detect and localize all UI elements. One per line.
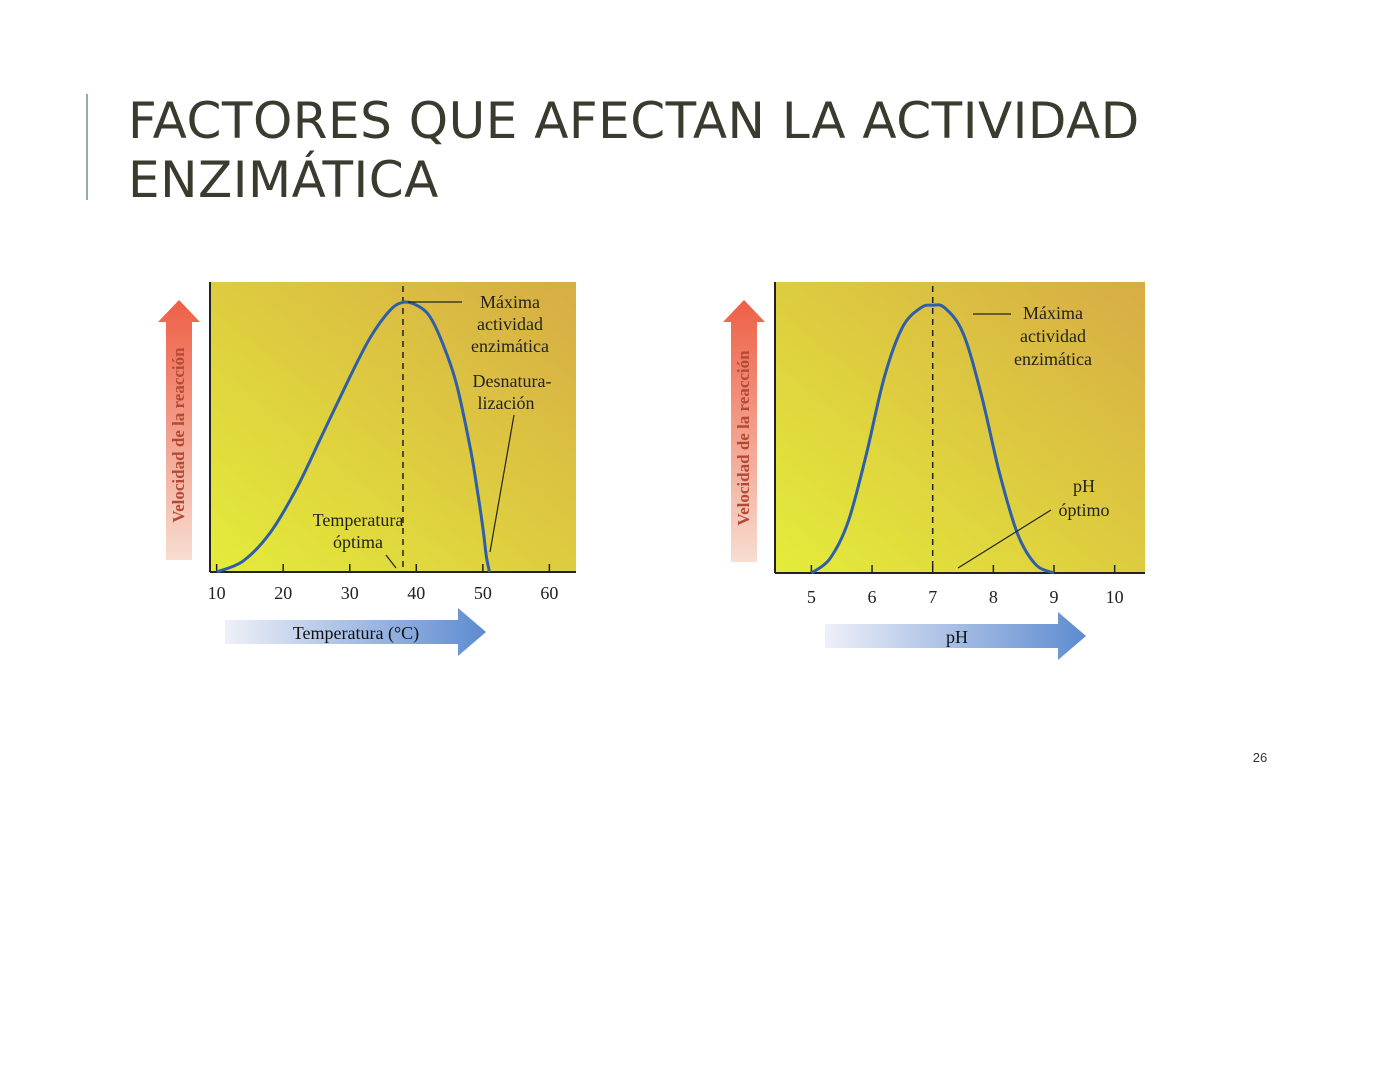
optimum-leader: [385, 554, 397, 569]
denaturation-leader: [489, 414, 515, 553]
x-tick-label-50: 50: [474, 583, 492, 603]
x-tick-label-9: 9: [1050, 587, 1059, 607]
y-axis-label: Velocidad de la reacción: [169, 347, 188, 523]
x-axis-arrow-icon: [825, 612, 1086, 660]
denaturation-label-1: Desnatura-: [473, 371, 552, 391]
x-tick-label-40: 40: [407, 583, 425, 603]
max-activity-label-1: Máxima: [480, 292, 540, 312]
temperature-chart: 10 20 30 40 50 60 Velocidad de la reacción Te…: [150, 270, 630, 670]
slide-title-line-2: ENZIMÁTICA: [128, 151, 439, 209]
x-tick-label-10: 10: [208, 583, 226, 603]
y-axis-arrow-icon: [723, 300, 765, 562]
optimum-leader: [957, 509, 1052, 569]
optimum-label-1: Temperatura: [313, 510, 404, 530]
x-tick-labels: 5 6 7 8 9 10: [807, 587, 1124, 607]
y-axis-label: Velocidad de la reacción: [734, 350, 753, 526]
temperature-chart-svg: 10 20 30 40 50 60 Velocidad de la reacción Te…: [158, 282, 576, 656]
y-axis-arrow-icon: [158, 300, 200, 560]
denaturation-label-2: lización: [478, 393, 535, 413]
x-tick-label-20: 20: [274, 583, 292, 603]
ph-activity-curve: [810, 303, 1055, 575]
max-activity-label-2: actividad: [1020, 326, 1086, 346]
x-axis-label: pH: [946, 627, 968, 647]
x-tick-label-60: 60: [540, 583, 558, 603]
x-tick-label-6: 6: [868, 587, 877, 607]
x-tick-label-5: 5: [807, 587, 816, 607]
slide-title-line-1: FACTORES QUE AFECTAN LA ACTIVIDAD: [128, 92, 1140, 150]
ph-chart-svg: 5 6 7 8 9 10 Velocidad de la reacción pH Máxi…: [723, 282, 1145, 660]
max-activity-label-2: actividad: [477, 314, 543, 334]
x-axis-arrow-icon: [225, 608, 486, 656]
title-accent-bar: [86, 94, 88, 200]
x-tick-label-7: 7: [928, 587, 937, 607]
max-activity-label-3: enzimática: [1014, 349, 1092, 369]
max-activity-label-1: Máxima: [1023, 303, 1083, 323]
optimum-label-2: óptimo: [1058, 500, 1109, 520]
x-axis-label: Temperatura (°C): [293, 623, 419, 644]
x-tick-label-10: 10: [1106, 587, 1124, 607]
slide-title: FACTORES QUE AFECTAN LA ACTIVIDAD ENZIMÁ…: [128, 92, 1278, 210]
page-number: 26: [1252, 750, 1268, 765]
plot-area: [775, 282, 1145, 573]
max-activity-label-3: enzimática: [471, 336, 549, 356]
x-tick-label-8: 8: [989, 587, 998, 607]
x-tick-label-30: 30: [341, 583, 359, 603]
x-tick-labels: 10 20 30 40 50 60: [208, 583, 559, 603]
ph-chart: 5 6 7 8 9 10 Velocidad de la reacción pH Máxi…: [715, 270, 1195, 670]
optimum-label-1: pH: [1073, 476, 1095, 496]
plot-area: [210, 282, 576, 572]
optimum-label-2: óptima: [333, 532, 383, 552]
x-ticks: [215, 564, 551, 572]
